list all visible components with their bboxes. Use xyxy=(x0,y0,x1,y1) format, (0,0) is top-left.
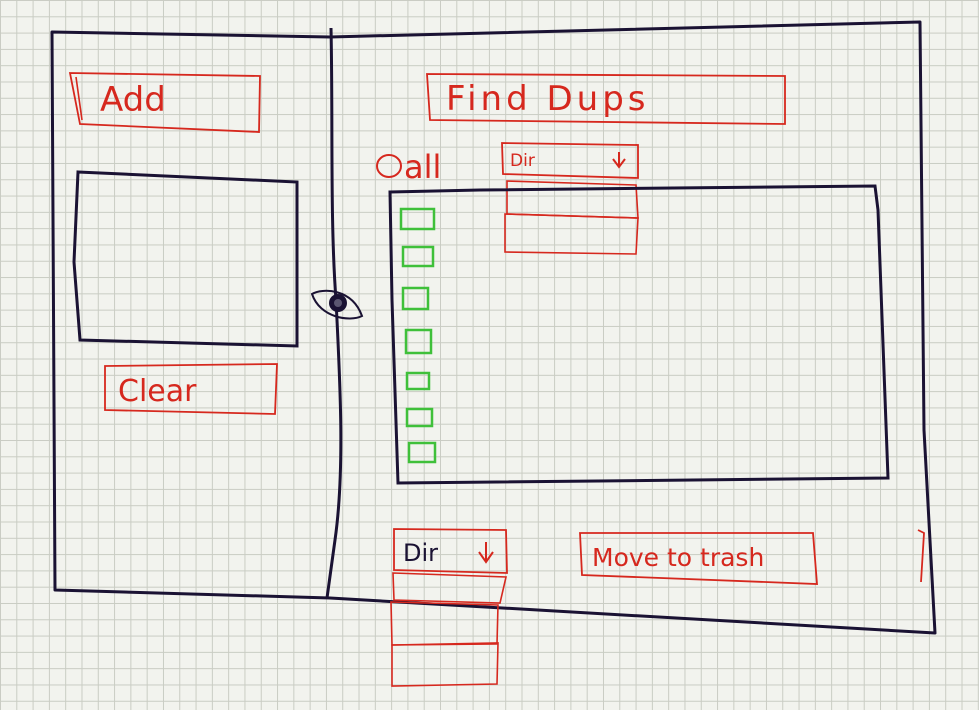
window-frame xyxy=(50,20,937,635)
result-checkbox[interactable] xyxy=(405,371,431,391)
eye-icon[interactable] xyxy=(310,289,364,320)
action-option-2[interactable] xyxy=(390,601,499,646)
results-list-box[interactable] xyxy=(388,184,890,485)
action-option-1[interactable] xyxy=(392,572,507,604)
result-checkbox[interactable] xyxy=(407,441,437,464)
result-checkbox[interactable] xyxy=(405,407,434,428)
filter-option-2[interactable] xyxy=(504,213,639,255)
filter-dropdown-menu xyxy=(504,180,639,255)
result-checkbox[interactable] xyxy=(401,245,435,268)
action-dropdown-menu xyxy=(390,572,507,687)
chevron-down-icon[interactable] xyxy=(612,152,626,169)
filter-dropdown[interactable]: Dir xyxy=(501,142,639,179)
action-dropdown[interactable]: Dir xyxy=(393,528,508,574)
resize-grip[interactable] xyxy=(917,529,925,583)
chevron-down-icon[interactable] xyxy=(478,542,494,564)
move-to-trash-button-label: Move to trash xyxy=(592,543,764,572)
move-to-trash-button[interactable]: Move to trash xyxy=(579,532,818,585)
all-radio-label: all xyxy=(404,148,441,186)
action-dropdown-value: Dir xyxy=(403,539,438,567)
result-checkbox[interactable] xyxy=(399,207,436,231)
add-button-label: Add xyxy=(100,80,166,120)
result-checkbox[interactable] xyxy=(401,286,430,311)
find-dups-button-label: Find Dups xyxy=(446,79,650,119)
all-radio[interactable]: all xyxy=(376,148,441,186)
find-dups-button[interactable]: Find Dups xyxy=(426,73,786,125)
filter-option-1[interactable] xyxy=(506,180,639,219)
folder-list-box[interactable] xyxy=(72,170,299,348)
result-checkbox[interactable] xyxy=(404,328,433,355)
action-option-3[interactable] xyxy=(391,642,499,687)
clear-button[interactable]: Clear xyxy=(104,363,278,415)
clear-button-label: Clear xyxy=(118,374,197,409)
filter-dropdown-value: Dir xyxy=(510,151,535,171)
radio-circle[interactable] xyxy=(376,154,402,178)
add-button[interactable]: Add xyxy=(68,72,261,133)
